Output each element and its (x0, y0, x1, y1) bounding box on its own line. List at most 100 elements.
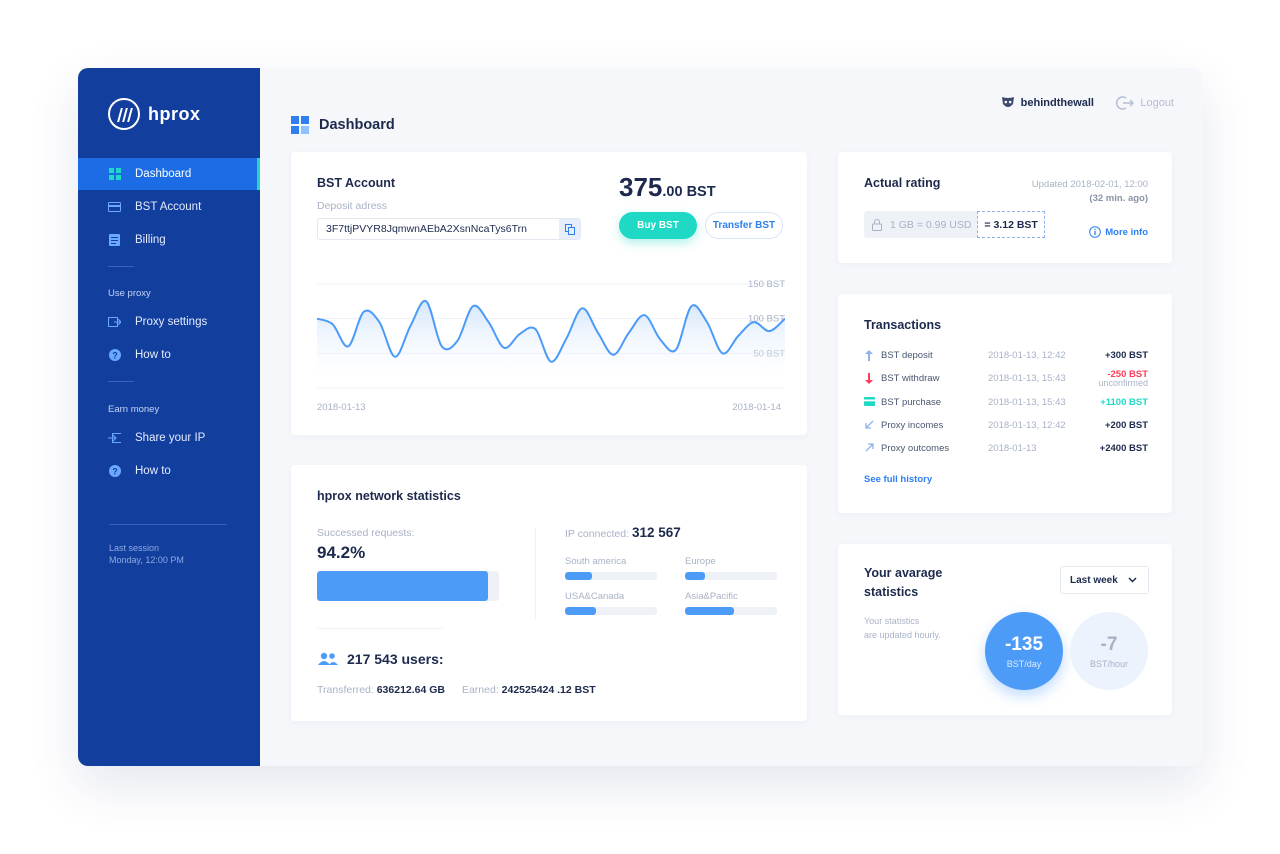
card-icon (108, 201, 121, 214)
sidebar-item-how-to-earn[interactable]: ? How to (78, 455, 260, 487)
transaction-row[interactable]: BST deposit 2018-01-13, 12:42 +300 BST (864, 350, 1148, 364)
region-label: USA&Canada (565, 591, 625, 602)
success-progress-fill (317, 571, 489, 601)
chevron-down-icon (1128, 577, 1137, 583)
ip-value: 312 567 (631, 525, 681, 540)
transaction-amount: +200 BST (1104, 420, 1148, 431)
lock-icon (872, 218, 882, 231)
rate-bst: = 3.12 BST (977, 211, 1045, 238)
rate-usd-text: 1 GB = 0.99 USD (890, 218, 972, 231)
transaction-row[interactable]: BST withdraw 2018-01-13, 15:43 -250 BST … (864, 369, 1148, 388)
per-day-unit: BST/day (1006, 658, 1042, 669)
help-icon: ? (108, 349, 121, 362)
rating-card: Actual rating Updated 2018-02-01, 12:00 … (838, 152, 1172, 263)
logout-button[interactable]: Logout (1116, 96, 1174, 110)
mask-icon (1001, 97, 1014, 107)
more-info-text: More info (1105, 226, 1148, 238)
region-progress (565, 572, 657, 580)
transaction-name: BST deposit (881, 350, 933, 361)
logo[interactable]: hprox (108, 98, 201, 130)
transaction-amount: +2400 BST (1099, 443, 1148, 454)
transaction-row[interactable]: Proxy outcomes 2018-01-13 +2400 BST (864, 443, 1148, 457)
buy-bst-button[interactable]: Buy BST (619, 212, 697, 239)
users-count: 217 543 users: (317, 651, 444, 667)
transaction-row[interactable]: BST purchase 2018-01-13, 15:43 +1100 BST (864, 397, 1148, 411)
transaction-date: 2018-01-13, 12:42 (988, 350, 1066, 361)
region-progress-fill (685, 572, 706, 580)
earned-label: Earned: (461, 684, 499, 696)
transaction-date: 2018-01-13, 15:43 (988, 373, 1066, 384)
deposit-icon (864, 350, 874, 364)
per-day-stat: -135 BST/day (985, 612, 1063, 690)
user-menu[interactable]: behindthewall (1001, 96, 1094, 110)
rating-updated: Updated 2018-02-01, 12:00 (32 min. ago) (1032, 178, 1148, 206)
svg-text:?: ? (112, 351, 118, 361)
period-selected: Last week (1070, 574, 1118, 586)
chart-area (317, 300, 785, 388)
balance-decimal: .00 BST (662, 184, 716, 200)
section-title-earn-money: Earn money (108, 404, 160, 415)
last-session-value: Monday, 12:00 PM (109, 555, 184, 565)
sidebar-item-label: BST Account (135, 201, 202, 213)
deposit-address-field[interactable]: 3F7ttjPVYR8JqmwnAEbA2XsnNcaTys6Trn (317, 218, 581, 240)
app-window: hprox Dashboard BST Account Billing Use … (78, 68, 1202, 766)
transaction-amount: +300 BST (1104, 350, 1148, 361)
network-stats-title: hprox network statistics (317, 489, 461, 503)
bst-account-title: BST Account (317, 176, 396, 190)
balance: 375.00 BST (619, 172, 716, 203)
more-info-link[interactable]: More info (1089, 226, 1148, 238)
success-progress (317, 571, 499, 601)
logout-label: Logout (1140, 97, 1174, 109)
copy-icon (564, 223, 575, 235)
per-hour-stat: -7 BST/hour (1070, 612, 1148, 690)
dashboard-icon (291, 116, 309, 134)
region-label: Asia&Pacific (685, 591, 738, 602)
sidebar-item-share-ip[interactable]: Share your IP (78, 422, 260, 454)
sidebar-item-billing[interactable]: Billing (78, 224, 260, 256)
see-full-history-link[interactable]: See full history (864, 474, 933, 485)
copy-button[interactable] (559, 219, 580, 239)
rate-usd: 1 GB = 0.99 USD (864, 211, 978, 238)
note-line: Your statistics (864, 616, 920, 626)
proxy-icon (108, 316, 121, 329)
sidebar-item-label: How to (135, 349, 171, 361)
sidebar: hprox Dashboard BST Account Billing Use … (78, 68, 260, 766)
logo-icon (108, 98, 140, 130)
last-session: Last session Monday, 12:00 PM (109, 542, 184, 566)
region-progress-fill (565, 572, 592, 580)
region-progress (685, 607, 777, 615)
region-progress (565, 607, 657, 615)
transaction-name: Proxy incomes (881, 420, 944, 431)
ip-connected: IP connected: 312 567 (565, 525, 681, 540)
help-icon: ? (108, 465, 121, 478)
region-label: Europe (685, 556, 716, 567)
updated-ago: (32 min. ago) (1089, 193, 1148, 204)
per-hour-value: -7 (1100, 633, 1118, 655)
earned-value: 242525424 .12 BST (501, 684, 596, 696)
divider (108, 266, 134, 267)
transfer-bst-button[interactable]: Transfer BST (705, 212, 783, 239)
transaction-amount: +1100 BST (1100, 397, 1148, 408)
transaction-date: 2018-01-13, 15:43 (988, 397, 1066, 408)
transactions-title: Transactions (864, 318, 942, 332)
balance-integer: 375 (619, 172, 663, 202)
transaction-row[interactable]: Proxy incomes 2018-01-13, 12:42 +200 BST (864, 420, 1148, 434)
sidebar-item-label: Billing (135, 234, 166, 246)
period-select[interactable]: Last week (1060, 566, 1149, 594)
username: behindthewall (1020, 97, 1094, 109)
transaction-date: 2018-01-13, 12:42 (988, 420, 1066, 431)
average-stats-card: Your avarage statistics Your statistics … (838, 544, 1172, 715)
success-value: 94.2% (317, 543, 366, 562)
sidebar-item-dashboard[interactable]: Dashboard (78, 158, 260, 190)
transaction-name: BST withdraw (881, 373, 940, 384)
sidebar-item-proxy-settings[interactable]: Proxy settings (78, 306, 260, 338)
transferred-value: 636212.64 GB (376, 684, 446, 696)
sidebar-item-bst-account[interactable]: BST Account (78, 191, 260, 223)
deposit-label: Deposit adress (317, 200, 388, 212)
users-text: 217 543 users: (347, 651, 444, 667)
sidebar-item-how-to-proxy[interactable]: ? How to (78, 339, 260, 371)
info-icon (1089, 226, 1102, 238)
sidebar-item-label: Share your IP (135, 432, 206, 444)
purchase-icon (864, 397, 875, 409)
